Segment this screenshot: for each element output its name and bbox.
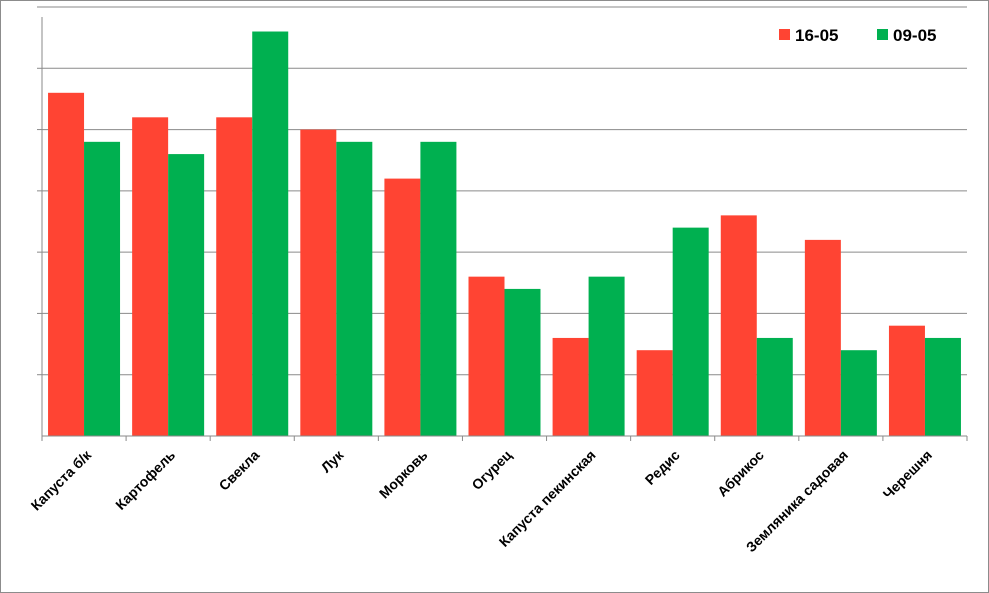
bars xyxy=(48,31,961,437)
bar-09-05 xyxy=(168,154,205,437)
bar-09-05 xyxy=(588,276,625,436)
bar-09-05 xyxy=(504,288,541,436)
bar-16-05 xyxy=(132,117,169,437)
axes xyxy=(37,6,968,441)
x-tick-label: Картофель xyxy=(112,447,178,513)
bar-09-05 xyxy=(924,337,961,436)
x-tick-label: Морковь xyxy=(376,447,431,502)
bar-09-05 xyxy=(840,350,877,436)
bar-16-05 xyxy=(552,337,589,436)
bar-16-05 xyxy=(720,215,757,436)
bar-09-05 xyxy=(336,141,373,437)
bar-16-05 xyxy=(468,276,505,436)
bar-16-05 xyxy=(804,239,841,436)
x-tick-label: Абрикос xyxy=(714,447,767,500)
x-tick-label: Лук xyxy=(318,446,347,475)
bar-16-05 xyxy=(888,325,925,436)
bar-16-05 xyxy=(300,129,337,437)
bar-09-05 xyxy=(252,31,289,437)
legend-label: 16-05 xyxy=(795,26,838,45)
legend-label: 09-05 xyxy=(893,26,936,45)
x-tick-label: Капуста б/к xyxy=(28,446,95,513)
x-tick-label: Капуста пекинская xyxy=(496,447,599,550)
bar-09-05 xyxy=(84,141,121,437)
bar-16-05 xyxy=(636,350,673,436)
bar-16-05 xyxy=(384,178,421,436)
bar-09-05 xyxy=(672,227,709,436)
legend-swatch xyxy=(877,29,888,40)
x-tick-label: Огурец xyxy=(468,447,514,493)
bar-09-05 xyxy=(420,141,457,437)
x-tick-label: Черешня xyxy=(880,447,935,502)
legend: 16-05 09-05 xyxy=(779,26,936,45)
bar-16-05 xyxy=(216,117,253,437)
bar-09-05 xyxy=(756,337,793,436)
bar-16-05 xyxy=(48,92,85,437)
x-tick-label: Редис xyxy=(642,447,683,488)
x-tick-label: Свекла xyxy=(216,447,263,494)
legend-swatch xyxy=(779,29,790,40)
x-tick-labels: Капуста б/к Картофель Свекла Лук Морковь Огур… xyxy=(28,446,936,555)
